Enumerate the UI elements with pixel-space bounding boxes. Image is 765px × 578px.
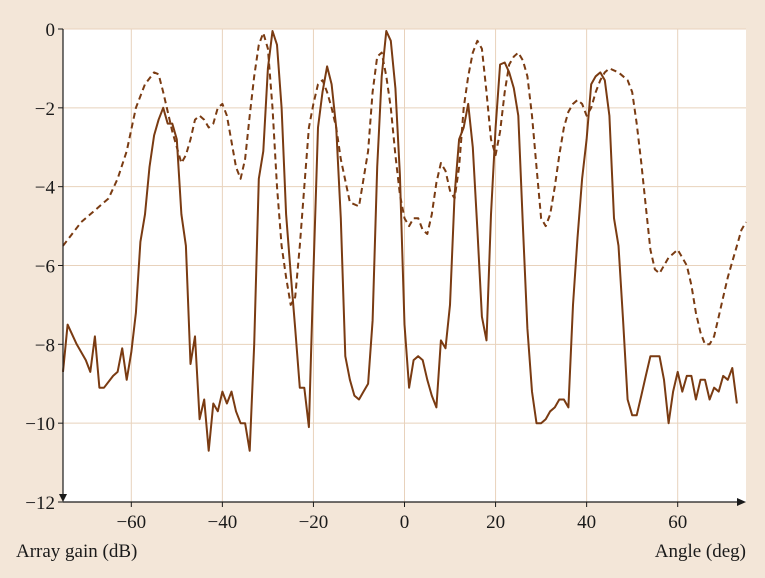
x-tick-label: −40	[208, 512, 238, 533]
y-axis-title: Array gain (dB)	[16, 541, 137, 562]
x-tick-label: 40	[577, 512, 596, 533]
series-dashed-line	[62, 31, 747, 346]
x-tick-label: 60	[668, 512, 687, 533]
axes	[59, 29, 746, 506]
y-tick-label: −2	[35, 99, 55, 120]
tick-labels: −60 −40 −20 0 20 40 60 0 −2 −4 −6 −8 −10 −12	[25, 20, 687, 533]
x-axis-arrow	[737, 498, 746, 506]
y-tick-label: −4	[35, 178, 56, 199]
y-tick-label: −8	[35, 335, 55, 356]
x-axis-title: Angle (deg)	[655, 541, 746, 562]
x-tick-label: −20	[299, 512, 329, 533]
y-tick-label: −6	[35, 257, 55, 278]
y-axis-arrow	[59, 494, 67, 502]
series-solid-line	[62, 30, 738, 452]
series-group	[62, 30, 747, 452]
x-tick-label: 0	[400, 512, 410, 533]
y-tick-label: −10	[25, 414, 55, 435]
x-tick-label: −60	[116, 512, 146, 533]
y-tick-label: 0	[46, 20, 56, 41]
x-tick-label: 20	[486, 512, 505, 533]
y-tick-label: −12	[25, 493, 55, 514]
